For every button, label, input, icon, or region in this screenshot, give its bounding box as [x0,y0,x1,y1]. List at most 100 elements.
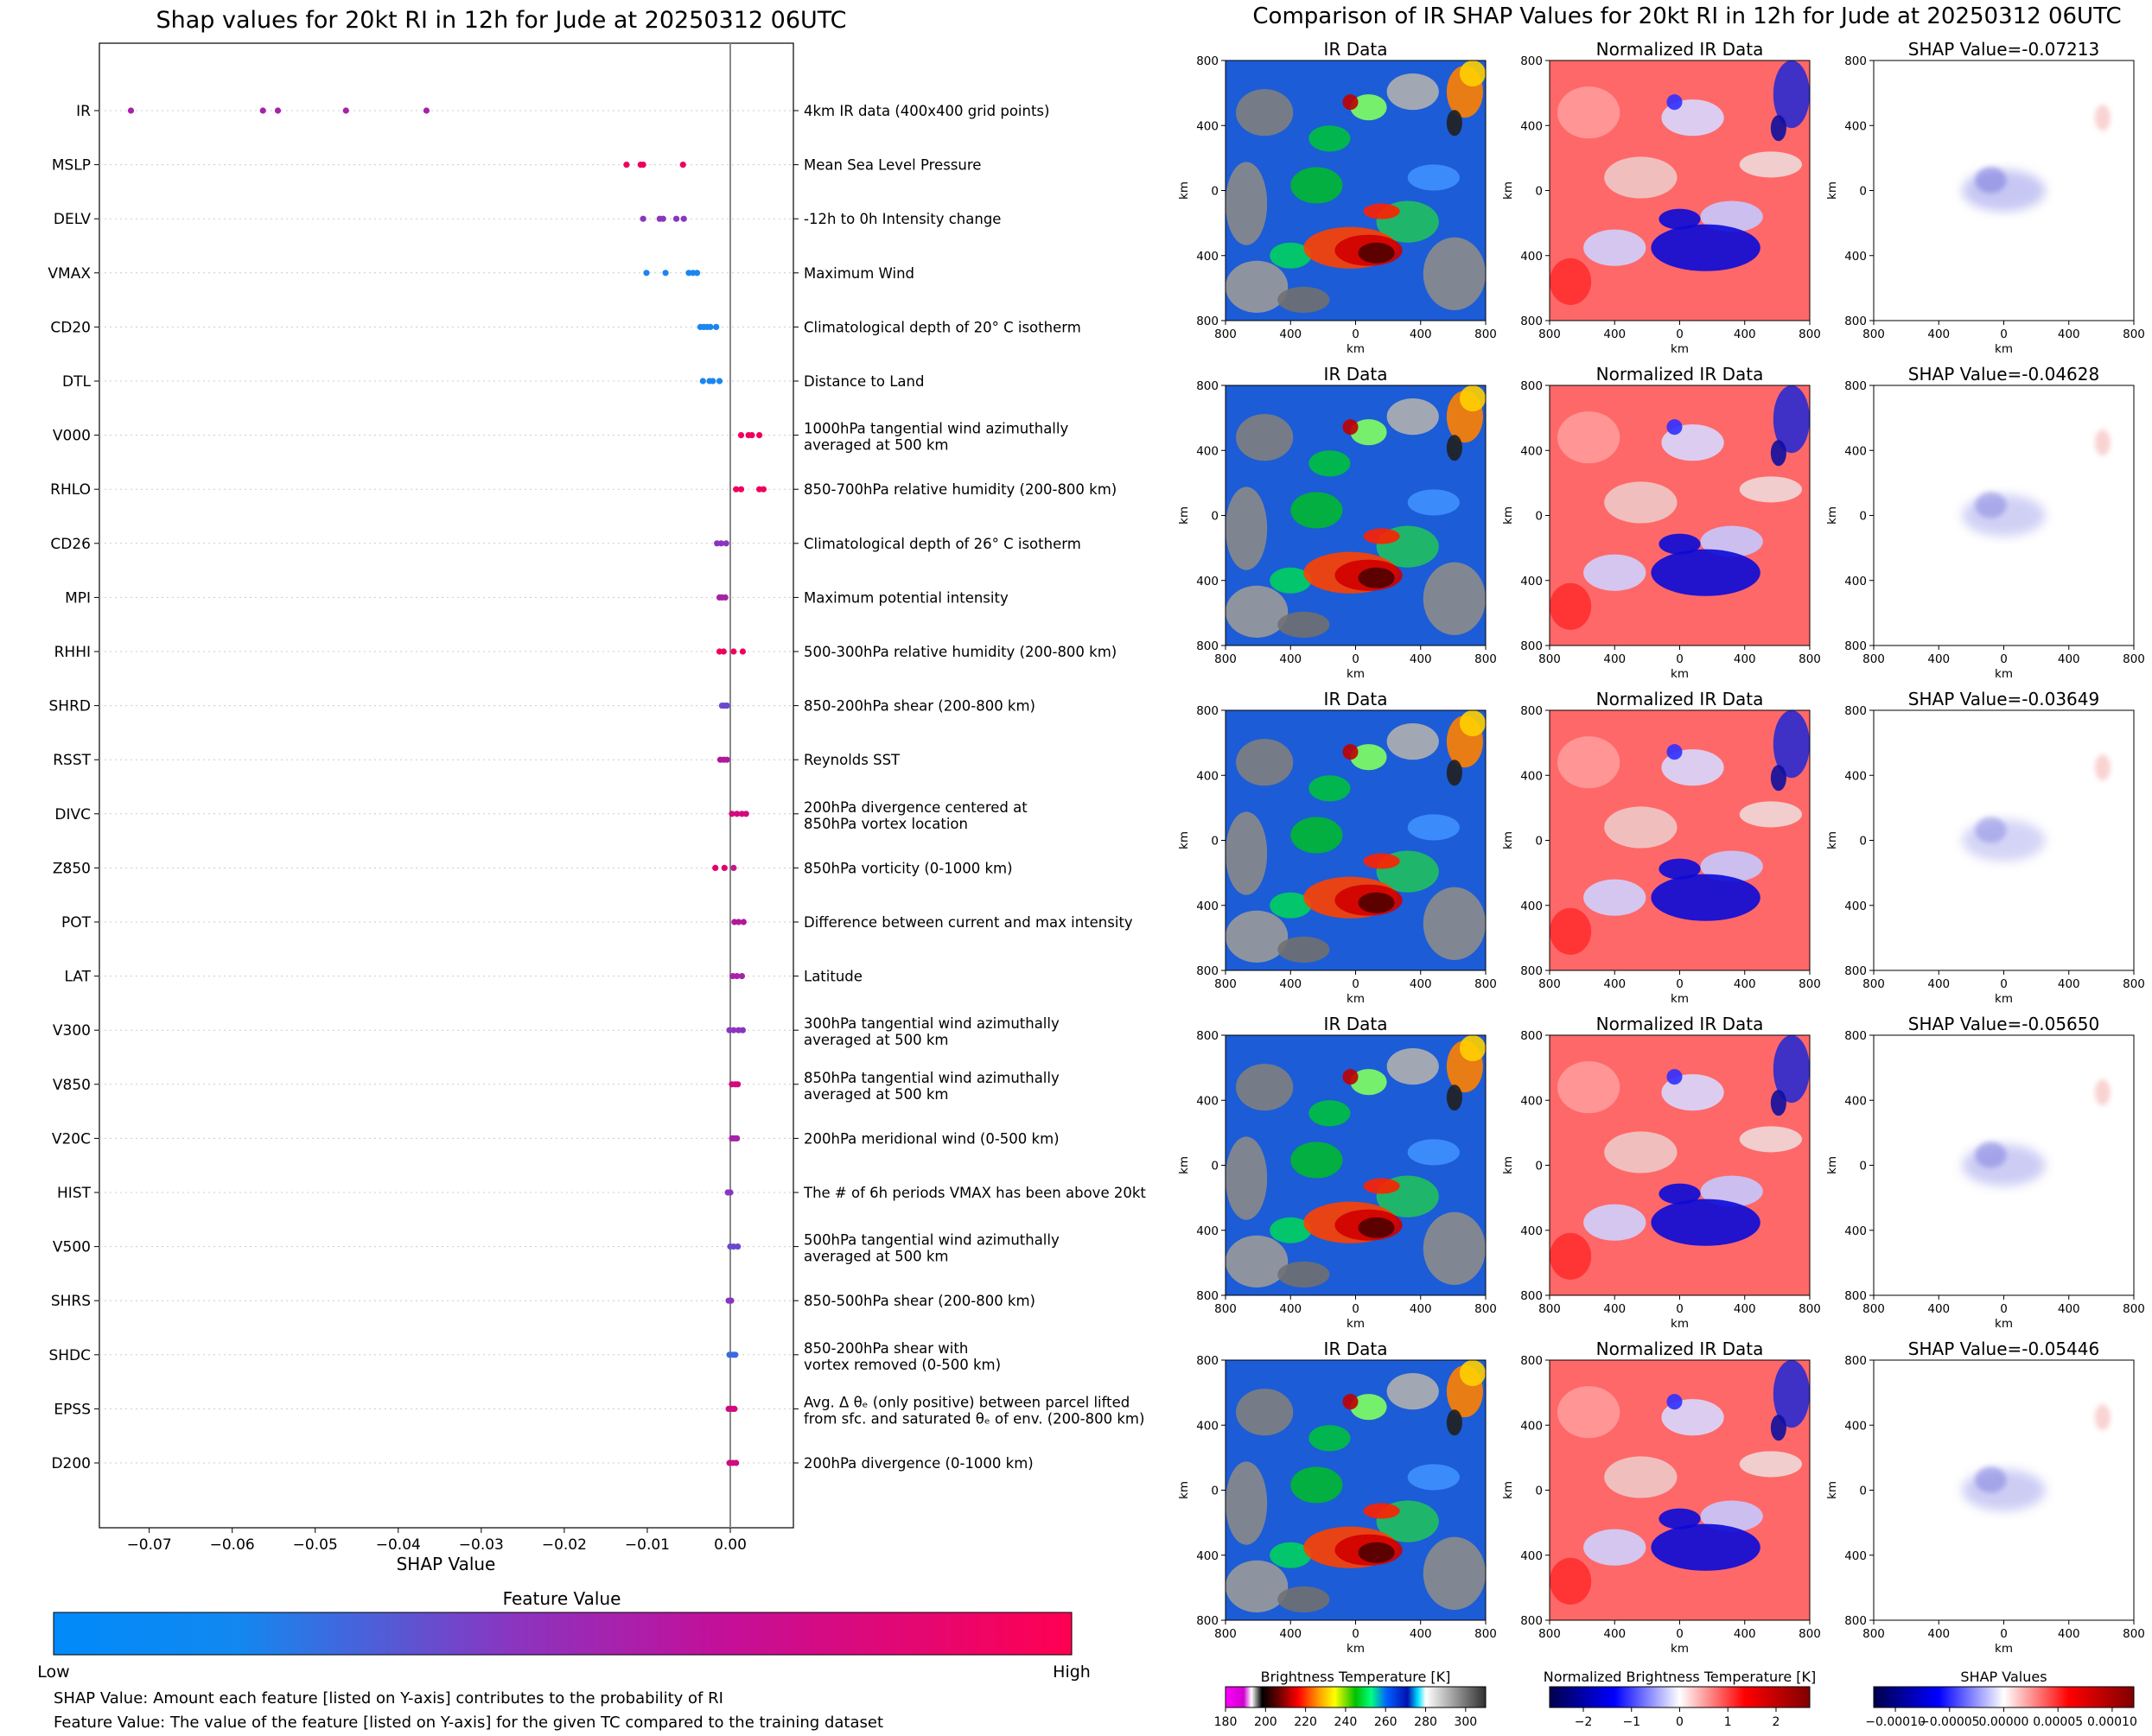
x-tick-label: 800 [1538,652,1561,666]
ir-cloud-feature [1446,435,1462,461]
x-tick-label: 0 [2000,1627,2008,1641]
panel-title: SHAP Value=-0.05650 [1908,1014,2099,1034]
shap-point [730,1027,737,1033]
colorbar-tick-label: 0 [1676,1715,1684,1729]
y-axis-label: km [1501,831,1515,849]
y-tick-label: 800 [1844,54,1867,68]
normalized-feature [1550,1232,1592,1280]
shap-point [735,1243,742,1250]
ir-cloud-feature [1342,419,1359,436]
feature-description: averaged at 500 km [804,1086,948,1103]
shap-point [672,215,680,222]
ir-cloud-feature [1270,242,1312,269]
y-axis-label: km [1501,181,1515,200]
ir-cloud-feature [1350,1394,1387,1421]
colorbar-tick-label: 180 [1214,1715,1238,1729]
feature-description: 850-200hPa shear with [804,1340,968,1357]
ir-cloud-feature [1236,1064,1294,1111]
shap-value-panel: SHAP Value=-0.03649800800400400004004008… [1825,689,2145,1006]
y-axis-label: km [1825,506,1839,525]
y-tick-label: 400 [1520,575,1543,588]
x-tick-label: 800 [1214,652,1237,666]
normalized-feature [1659,533,1701,555]
x-tick-label: 400 [1410,1627,1432,1641]
x-tick-label: 800 [1862,652,1885,666]
feature-label: DTL [62,373,91,391]
ir-cloud-feature [1407,814,1460,841]
feature-description: 4km IR data (400x400 grid points) [804,103,1049,119]
y-tick-label: 800 [1844,1289,1867,1303]
y-axis-label: km [1825,831,1839,849]
ir-cloud-feature [1350,1069,1387,1096]
panel-title: SHAP Value=-0.03649 [1908,689,2099,709]
feature-description: 200hPa divergence centered at [804,799,1028,816]
y-tick-label: 800 [1844,315,1867,328]
y-tick-label: 0 [1211,835,1219,849]
normalized-feature [1604,806,1678,849]
x-tick-label: −0.05 [293,1536,338,1554]
x-tick-label: 800 [1799,977,1821,991]
normalized-feature [1550,258,1592,305]
ir-cloud-feature [1308,1425,1351,1452]
feature-label: CD26 [50,536,91,553]
x-tick-label: 400 [1603,652,1626,666]
shap-point [723,540,729,547]
normalized-feature [1700,850,1763,882]
ir-cloud-feature [1446,1409,1462,1436]
colorbar-tick-label: −0.00005 [1920,1715,1980,1729]
feature-label: Z850 [53,860,91,877]
ir-cloud-feature [1350,94,1387,121]
panel-title: Normalized IR Data [1596,1339,1764,1359]
ir-cloud-feature [1226,1560,1289,1612]
feature-label: POT [61,914,92,932]
shap-negative-core [1975,1141,2007,1168]
colorbar-low-label: Low [37,1663,69,1682]
y-tick-label: 0 [1211,510,1219,524]
y-tick-label: 400 [1196,444,1219,458]
x-tick-label: 400 [1279,1302,1302,1316]
y-tick-label: 800 [1196,1354,1219,1368]
colorbar-tick-label: 220 [1294,1715,1317,1729]
x-tick-label: 400 [2058,1302,2080,1316]
shap-point [735,919,742,925]
y-tick-label: 0 [1859,835,1867,849]
ir-cloud-feature [1386,1048,1439,1085]
shap-point [734,811,741,817]
y-tick-label: 400 [1844,1419,1867,1433]
ir-cloud-feature [1350,744,1387,771]
ir-cloud-feature [1290,1466,1343,1504]
x-tick-label: 800 [1862,1627,1885,1641]
colorbar-tick-label: 2 [1773,1715,1780,1729]
x-tick-label: 800 [1538,1627,1561,1641]
shap-point [342,107,349,114]
ir-cloud-feature [1363,1503,1400,1519]
colorbar-gradient [1873,1686,2135,1708]
panel-title: Normalized IR Data [1596,689,1764,709]
y-tick-label: 800 [1844,704,1867,718]
y-tick-label: 0 [1211,1485,1219,1498]
feature-label: MSLP [52,157,91,175]
ir-cloud-feature [1459,1035,1486,1062]
shap-positive-region [2094,1079,2111,1106]
ir-cloud-feature [1236,1389,1294,1436]
feature-label: V300 [53,1022,91,1040]
ir-cloud-feature [1423,1536,1486,1610]
x-axis-label: km [1995,1317,2013,1331]
y-tick-label: 800 [1196,1614,1219,1628]
ir-cloud-feature [1459,1360,1486,1387]
feature-description: 1000hPa tangential wind azimuthally [804,421,1068,437]
x-tick-label: 800 [1214,327,1237,341]
x-axis-label: km [1671,342,1689,356]
x-tick-label: 0 [1676,977,1684,991]
colorbar-tick-label: 0.00010 [2087,1715,2137,1729]
y-tick-label: 400 [1520,1549,1543,1563]
shap-point [723,703,730,709]
ir-cloud-feature [1386,73,1439,111]
feature-label: SHDC [48,1347,91,1364]
x-tick-label: 800 [1862,327,1885,341]
y-tick-label: 800 [1520,704,1543,718]
feature-description: 850-700hPa relative humidity (200-800 km… [804,481,1117,498]
ir-cloud-feature [1277,286,1330,313]
